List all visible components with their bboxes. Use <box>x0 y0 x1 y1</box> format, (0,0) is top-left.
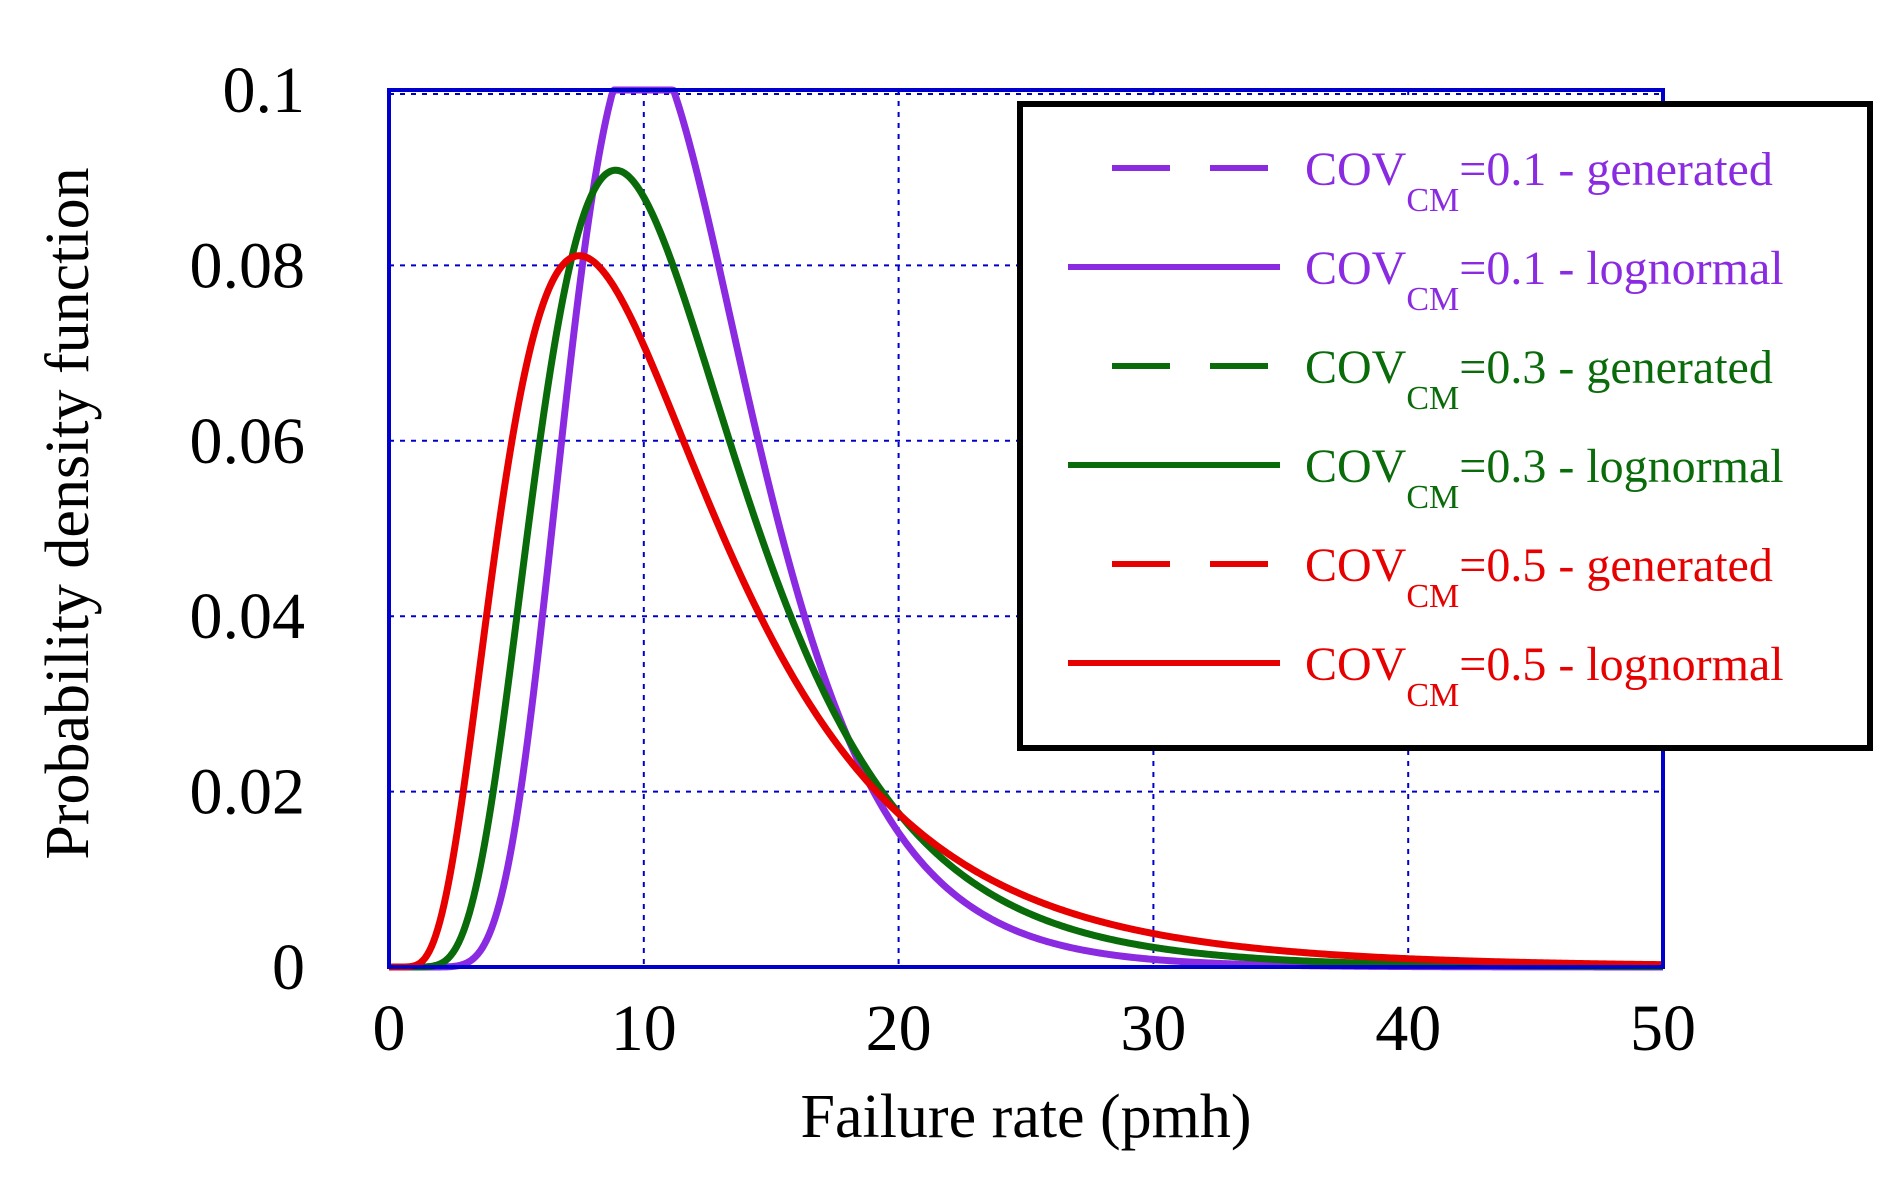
legend-label-rest: =0.3 - lognormal <box>1459 440 1783 493</box>
legend-label-main: COV <box>1305 440 1407 493</box>
legend-label-rest: =0.3 - generated <box>1459 341 1773 394</box>
legend-item-5: COVCM=0.5 - generated <box>1112 539 1773 615</box>
legend-box <box>1017 101 1873 751</box>
legend-label-subscript: CM <box>1406 479 1459 516</box>
series-line-5 <box>388 252 1664 970</box>
legend-item-3: COVCM=0.3 - generated <box>1112 341 1773 417</box>
x-tick-label: 0 <box>373 992 406 1065</box>
y-axis-ticks: 0 0.02 0.04 0.06 0.08 0.1 <box>190 54 306 1004</box>
legend-label-main: COV <box>1305 638 1407 691</box>
legend-item-2: COVCM=0.1 - lognormal <box>1068 242 1784 318</box>
legend-label: COVCM=0.5 - lognormal <box>1305 638 1784 714</box>
x-axis-ticks: 0 10 20 30 40 50 <box>373 992 1697 1065</box>
x-tick-label: 20 <box>866 992 932 1065</box>
x-tick-label: 30 <box>1120 992 1186 1065</box>
y-axis-title: Probability density function <box>34 167 102 859</box>
legend-label: COVCM=0.3 - generated <box>1305 341 1773 417</box>
legend-label-subscript: CM <box>1406 677 1459 714</box>
legend-item-1: COVCM=0.1 - generated <box>1112 143 1773 219</box>
legend-label-rest: =0.5 - generated <box>1459 539 1773 592</box>
x-axis-title: Failure rate (pmh) <box>800 1083 1251 1151</box>
y-tick-label: 0.02 <box>190 756 306 829</box>
legend-label: COVCM=0.5 - generated <box>1305 539 1773 615</box>
legend-label: COVCM=0.1 - lognormal <box>1305 242 1784 318</box>
legend-label: COVCM=0.3 - lognormal <box>1305 440 1784 516</box>
y-tick-label: 0 <box>272 931 305 1004</box>
legend-label-subscript: CM <box>1406 578 1459 615</box>
x-tick-label: 40 <box>1375 992 1441 1065</box>
legend-label-subscript: CM <box>1406 182 1459 219</box>
legend-label-main: COV <box>1305 341 1407 394</box>
legend-label-main: COV <box>1305 242 1407 295</box>
y-tick-label: 0.1 <box>223 54 306 127</box>
legend-item-6: COVCM=0.5 - lognormal <box>1068 638 1784 714</box>
legend-label-main: COV <box>1305 143 1407 196</box>
legend-label-main: COV <box>1305 539 1407 592</box>
legend-label-subscript: CM <box>1406 281 1459 318</box>
legend-item-4: COVCM=0.3 - lognormal <box>1068 440 1784 516</box>
y-tick-label: 0.06 <box>190 405 306 478</box>
legend-label-subscript: CM <box>1406 380 1459 417</box>
x-tick-label: 10 <box>611 992 677 1065</box>
legend-label: COVCM=0.1 - generated <box>1305 143 1773 219</box>
x-tick-label: 50 <box>1630 992 1696 1065</box>
y-tick-label: 0.04 <box>190 580 306 653</box>
series-line-3 <box>388 167 1664 970</box>
legend-label-rest: =0.5 - lognormal <box>1459 638 1783 691</box>
legend-label-rest: =0.1 - lognormal <box>1459 242 1783 295</box>
legend-label-rest: =0.1 - generated <box>1459 143 1773 196</box>
y-tick-label: 0.08 <box>190 229 306 302</box>
